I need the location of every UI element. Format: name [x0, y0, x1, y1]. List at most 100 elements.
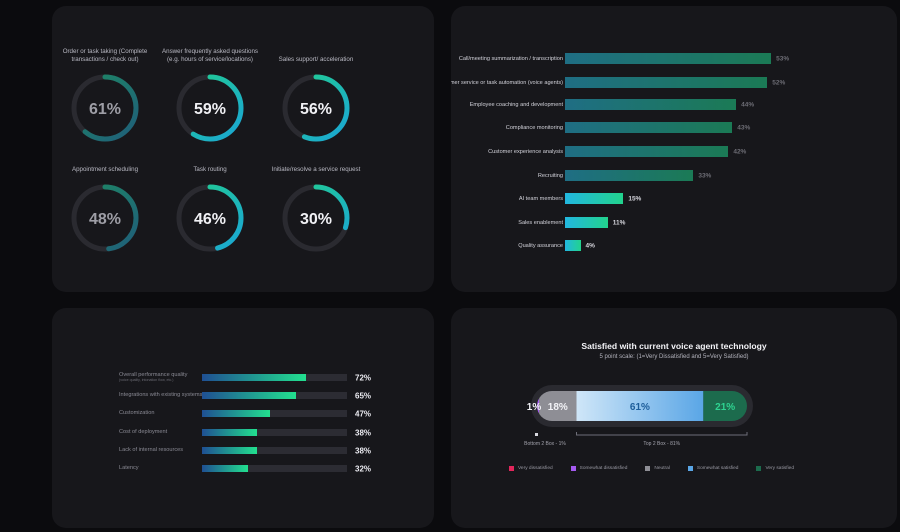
- challenges-bar-card: Overall performance quality (voice qualit…: [52, 308, 434, 528]
- donut-arc: [176, 184, 244, 252]
- use-case-label: Recruiting: [537, 172, 563, 179]
- challenge-track: [202, 429, 347, 436]
- top-box-label: Top 2 Box - 81%: [643, 441, 680, 447]
- challenge-label-text: Overall performance quality: [119, 371, 188, 378]
- use-case-value: 53%: [776, 55, 790, 63]
- use-case-value: 11%: [612, 219, 626, 227]
- donut-item: Task routing 46%: [160, 156, 260, 256]
- donut-value: 46%: [194, 211, 226, 228]
- legend-swatch: [645, 466, 651, 471]
- use-case-donut-card: Order or task taking (Complete transacti…: [52, 6, 434, 292]
- challenge-value: 32%: [355, 464, 372, 473]
- donut-value: 56%: [300, 101, 332, 118]
- donut-label: Order or task taking (Complete transacti…: [62, 48, 148, 63]
- satisfaction-segment: [539, 391, 577, 421]
- satisfaction-segment: [703, 391, 747, 421]
- legend-swatch: [509, 466, 514, 471]
- donut-item: Order or task taking (Complete transacti…: [55, 46, 155, 146]
- challenge-label-text: Customization: [119, 409, 155, 416]
- use-case-row: Employee coaching and development 44%: [451, 99, 897, 111]
- use-case-row: Compliance monitoring 43%: [451, 122, 897, 134]
- challenge-row: Cost of deployment 38%: [52, 428, 434, 437]
- challenge-bar: [202, 410, 271, 417]
- donut-value: 59%: [194, 101, 226, 118]
- use-case-value: 44%: [741, 101, 755, 109]
- donut-value: 48%: [89, 211, 121, 228]
- satisfaction-segment: [537, 391, 540, 421]
- use-case-value: 15%: [628, 195, 642, 203]
- legend-label: Very satisfied: [765, 466, 794, 471]
- challenge-label-text: Cost of deployment: [119, 428, 168, 435]
- bottom-box-marker: [535, 433, 538, 436]
- challenge-bar: [202, 447, 258, 454]
- use-case-label: Customer experience analysis: [488, 148, 563, 155]
- use-case-bar: [565, 99, 737, 110]
- use-case-value: 33%: [698, 172, 712, 180]
- legend-label: Neutral: [654, 466, 670, 471]
- bottom-box-label: Bottom 2 Box - 1%: [524, 441, 566, 447]
- use-case-bar-card: Call/meeting summarization / transcripti…: [451, 6, 897, 292]
- donut-chart: 30%: [282, 184, 350, 252]
- challenge-track: [202, 410, 347, 417]
- donut-chart: 61%: [71, 74, 139, 142]
- donut-item: Sales support/ acceleration 56%: [266, 46, 366, 146]
- challenge-track: [202, 374, 347, 381]
- challenge-label-text: Latency: [119, 464, 139, 471]
- challenge-row: Integrations with existing systems 65%: [52, 391, 434, 400]
- legend-label: Very dissatisfied: [518, 466, 553, 471]
- satisfaction-segment-value: 1%: [527, 402, 542, 413]
- legend-item: Neutral: [645, 466, 670, 471]
- challenge-bar: [202, 429, 258, 436]
- use-case-label: Quality assurance: [518, 242, 563, 249]
- donut-item: Initiate/resolve a service request 30%: [266, 156, 366, 256]
- challenge-bar: [202, 465, 249, 472]
- challenge-track: [202, 392, 347, 399]
- use-case-bar: [565, 77, 768, 88]
- use-case-bar: [565, 217, 608, 228]
- challenge-bar: [202, 374, 307, 381]
- use-case-value: 4%: [585, 242, 595, 250]
- challenge-row: Overall performance quality (voice qualit…: [52, 371, 434, 382]
- challenge-value: 38%: [355, 428, 372, 437]
- legend-item: Somewhat dissatisfied: [570, 466, 627, 471]
- use-case-bar: [565, 193, 624, 204]
- use-case-value: 52%: [772, 79, 786, 87]
- legend-swatch: [687, 466, 693, 471]
- challenge-row: Latency 32%: [52, 464, 434, 473]
- use-case-bar: [565, 53, 772, 64]
- donut-item: Appointment scheduling 48%: [55, 156, 155, 256]
- satisfaction-subtitle: 5 point scale: (1=Very Dissatisfied and …: [599, 354, 749, 360]
- use-case-label: Customer service or task automation (voi…: [451, 79, 563, 86]
- use-case-label: Compliance monitoring: [505, 124, 563, 131]
- legend-swatch: [756, 466, 762, 471]
- donut-chart: 48%: [71, 184, 139, 252]
- legend-item: Very dissatisfied: [509, 466, 553, 471]
- use-case-label: Call/meeting summarization / transcripti…: [458, 55, 563, 62]
- challenge-label: Customization: [119, 409, 203, 417]
- donut-arc: [71, 184, 139, 252]
- challenge-label-text: Lack of internal resources: [119, 446, 184, 453]
- donut-value: 61%: [89, 101, 121, 118]
- donut-chart: 46%: [176, 184, 244, 252]
- challenge-value: 65%: [355, 391, 372, 400]
- challenge-bar: [202, 392, 297, 399]
- satisfaction-segment-value: 21%: [715, 402, 735, 413]
- use-case-bar: [565, 146, 729, 157]
- use-case-row: Recruiting 33%: [451, 170, 897, 182]
- challenge-track: [202, 447, 347, 454]
- challenge-value: 47%: [355, 409, 372, 418]
- satisfaction-segment: [576, 391, 704, 421]
- satisfaction-card: Satisfied with current voice agent techn…: [451, 308, 897, 528]
- use-case-row: Customer experience analysis 42%: [451, 146, 897, 158]
- donut-arc: [71, 74, 139, 142]
- donut-arc: [282, 74, 350, 142]
- use-case-row: AI team members 15%: [451, 193, 897, 205]
- top-box-bracket: [576, 432, 748, 436]
- challenge-row: Lack of internal resources 38%: [52, 446, 434, 455]
- use-case-bar: [565, 122, 733, 133]
- donut-chart: 56%: [282, 74, 350, 142]
- use-case-row: Sales enablement 11%: [451, 217, 897, 229]
- donut-item: Answer frequently asked questions (e.g. …: [160, 46, 260, 146]
- donut-chart: 59%: [176, 74, 244, 142]
- challenge-value: 38%: [355, 446, 372, 455]
